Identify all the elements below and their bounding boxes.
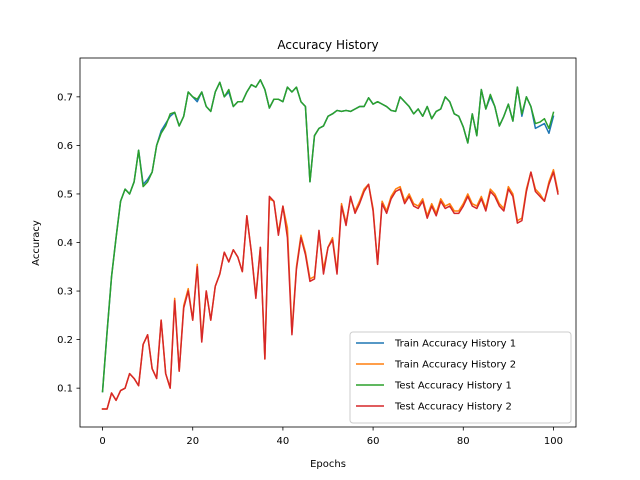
x-tick-label: 40 xyxy=(277,436,290,447)
x-tick-label: 0 xyxy=(99,436,105,447)
series-layer xyxy=(101,79,559,410)
y-axis-label: Accuracy xyxy=(31,220,42,266)
y-tick-label: 0.3 xyxy=(57,287,73,298)
legend-label-4: Test Accuracy History 2 xyxy=(394,402,512,413)
y-tick-label: 0.7 xyxy=(57,92,73,103)
x-tick-label: 60 xyxy=(367,436,380,447)
y-tick-label: 0.1 xyxy=(57,384,73,395)
x-tick-label: 100 xyxy=(544,436,563,447)
x-tick-label: 80 xyxy=(457,436,470,447)
y-tick-label: 0.6 xyxy=(57,141,73,152)
legend-label-2: Train Accuracy History 2 xyxy=(394,360,516,371)
y-tick-label: 0.4 xyxy=(57,238,73,249)
legend-label-1: Train Accuracy History 1 xyxy=(394,339,516,350)
x-tick-label: 20 xyxy=(186,436,199,447)
y-tick-label: 0.2 xyxy=(57,335,73,346)
legend-box xyxy=(349,331,572,424)
legend-label-3: Test Accuracy History 1 xyxy=(394,381,512,392)
y-tick-label: 0.5 xyxy=(57,189,73,200)
axes-layer: 0 20 40 60 80 100 0.1 0.2 0.3 0.4 0.5 0.6 0.7 xyxy=(57,57,577,447)
series-line-4 xyxy=(101,171,559,410)
series-line-3 xyxy=(101,79,555,393)
x-axis-label: Epochs xyxy=(310,459,346,470)
legend: Train Accuracy History 1 Train Accuracy H… xyxy=(349,331,572,424)
chart-title: Accuracy History xyxy=(277,38,378,52)
